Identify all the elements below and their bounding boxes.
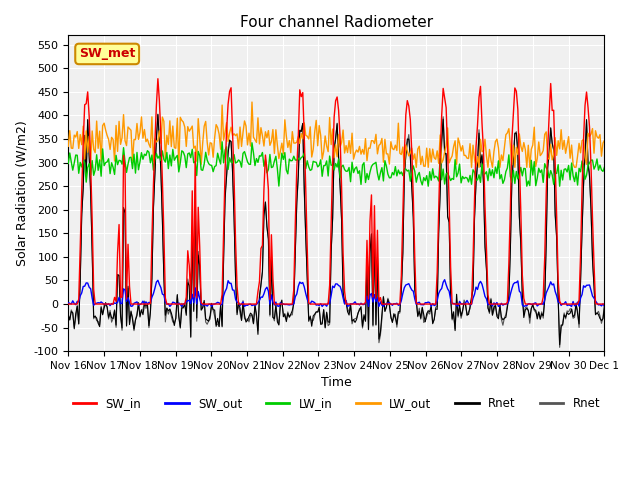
Y-axis label: Solar Radiation (W/m2): Solar Radiation (W/m2): [15, 120, 28, 266]
Legend: SW_in, SW_out, LW_in, LW_out, Rnet, Rnet: SW_in, SW_out, LW_in, LW_out, Rnet, Rnet: [68, 392, 605, 415]
X-axis label: Time: Time: [321, 376, 352, 389]
Title: Four channel Radiometer: Four channel Radiometer: [240, 15, 433, 30]
Text: SW_met: SW_met: [79, 48, 136, 60]
